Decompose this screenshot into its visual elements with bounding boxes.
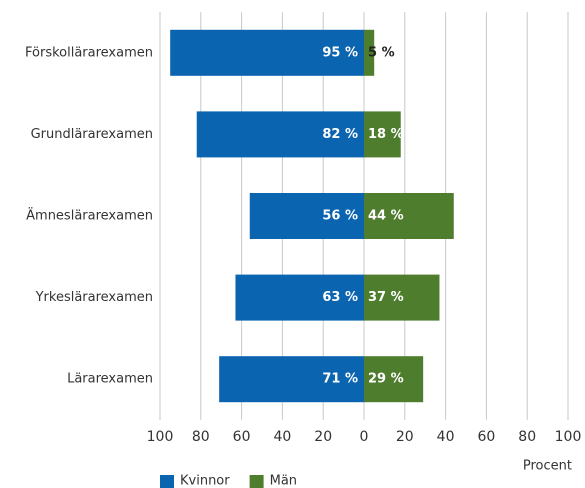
legend-swatch [160, 475, 174, 488]
bar [364, 193, 454, 239]
value-label: 63 % [322, 290, 358, 305]
x-tick-label: 40 [273, 429, 291, 445]
bar [196, 111, 364, 158]
bar [170, 29, 364, 76]
x-axis-label: Procent [523, 459, 572, 474]
bar [364, 274, 440, 321]
bar [364, 111, 401, 158]
x-tick-label: 20 [314, 429, 332, 445]
bar [364, 356, 424, 403]
legend-swatch [249, 475, 264, 488]
x-tick-label: 80 [518, 429, 536, 445]
category-label: Lärarexamen [67, 372, 153, 387]
category-label: Förskollärarexamen [25, 45, 153, 60]
value-label: 71 % [322, 372, 358, 387]
x-tick-label: 20 [396, 429, 414, 445]
x-tick-label: 100 [555, 429, 582, 445]
value-label: 95 % [322, 45, 358, 60]
value-label: 37 % [368, 290, 404, 305]
bar [249, 193, 364, 239]
x-tick-label: 100 [147, 429, 174, 445]
bar [364, 29, 375, 76]
value-label: 29 % [368, 372, 404, 387]
x-tick-label: 0 [360, 429, 369, 445]
legend-label: Män [270, 474, 297, 488]
x-tick-label: 60 [233, 429, 251, 445]
value-label: 44 % [368, 209, 404, 224]
value-label: 18 % [368, 127, 404, 142]
category-label: Yrkeslärarexamen [35, 290, 153, 305]
bar [235, 274, 364, 321]
x-tick-label: 60 [477, 429, 495, 445]
value-label: 82 % [322, 127, 358, 142]
x-tick-label: 80 [192, 429, 210, 445]
value-label: 5 % [368, 45, 395, 60]
bar [219, 356, 364, 403]
legend-label: Kvinnor [180, 474, 230, 488]
category-label: Ämneslärarexamen [26, 208, 153, 224]
value-label: 56 % [322, 209, 358, 224]
x-tick-label: 40 [437, 429, 455, 445]
category-label: Grundlärarexamen [31, 127, 153, 142]
